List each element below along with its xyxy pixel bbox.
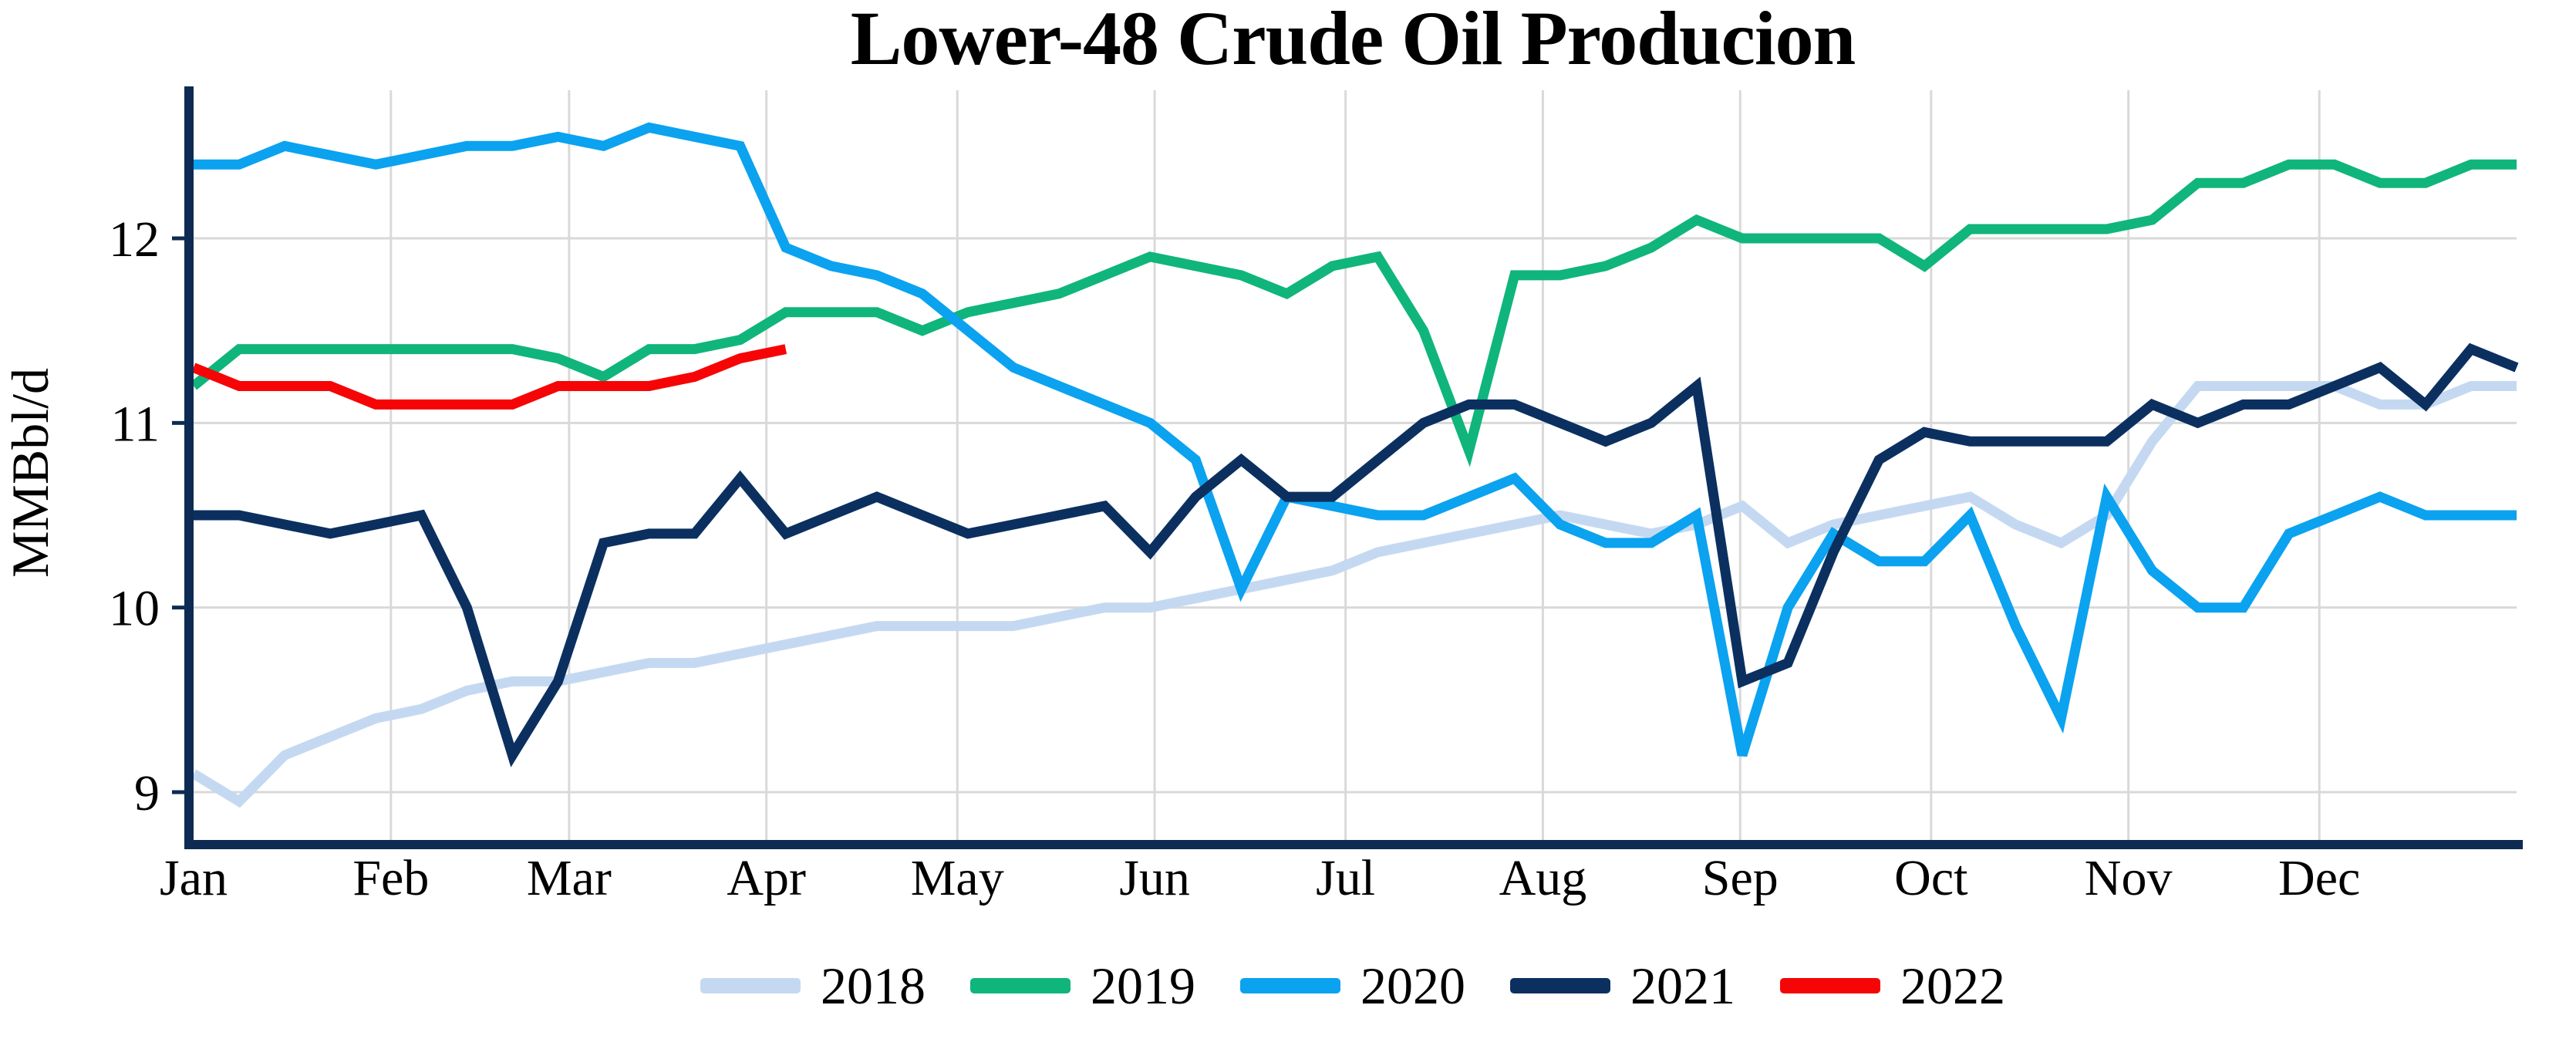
x-tick-label-oct: Oct <box>1894 850 1967 906</box>
legend-label-2022: 2022 <box>1900 956 2005 1015</box>
legend-item-2022: 2022 <box>1780 960 2005 1012</box>
x-tick-label-dec: Dec <box>2278 850 2360 906</box>
x-tick-label-jun: Jun <box>1119 850 1190 906</box>
x-tick-label-mar: Mar <box>527 850 612 906</box>
legend-label-2018: 2018 <box>821 956 926 1015</box>
series-line-2020 <box>194 122 2517 757</box>
y-tick-label-11: 11 <box>110 396 160 452</box>
legend-swatch-2020 <box>1240 978 1340 993</box>
x-tick-label-apr: Apr <box>727 850 806 906</box>
series-line-2019 <box>190 159 2517 467</box>
chart-title: Lower-48 Crude Oil Producion <box>850 0 1856 81</box>
y-axis-title: MMBbl/d <box>1 367 59 578</box>
legend: 2018 2019 2020 2021 2022 <box>189 950 2517 1021</box>
series-line-2018 <box>191 381 2517 808</box>
y-axis-spine <box>184 86 194 849</box>
legend-swatch-2022 <box>1780 978 1880 993</box>
x-tick-label-may: May <box>911 850 1004 906</box>
x-tick-label-feb: Feb <box>352 850 429 906</box>
x-tick-label-jul: Jul <box>1316 850 1375 906</box>
y-tick-label-12: 12 <box>109 211 160 268</box>
legend-swatch-2019 <box>970 978 1071 993</box>
y-tick-label-10: 10 <box>109 581 160 637</box>
legend-item-2021: 2021 <box>1510 960 1735 1012</box>
legend-label-2020: 2020 <box>1360 956 1465 1015</box>
x-tick-label-sep: Sep <box>1702 850 1779 906</box>
series-line-2021 <box>194 342 2519 767</box>
y-tick-label-9: 9 <box>134 765 160 821</box>
x-axis-spine <box>184 840 2523 849</box>
series-line-2022 <box>191 344 787 410</box>
legend-label-2021: 2021 <box>1630 956 1735 1015</box>
legend-item-2020: 2020 <box>1240 960 1465 1012</box>
legend-item-2018: 2018 <box>700 960 926 1012</box>
x-tick-label-aug: Aug <box>1499 850 1587 906</box>
legend-label-2019: 2019 <box>1091 956 1195 1015</box>
x-tick-label-nov: Nov <box>2085 850 2173 906</box>
legend-swatch-2021 <box>1510 978 1610 993</box>
legend-swatch-2018 <box>700 978 801 993</box>
legend-item-2019: 2019 <box>970 960 1195 1012</box>
x-tick-label-jan: Jan <box>160 850 228 906</box>
